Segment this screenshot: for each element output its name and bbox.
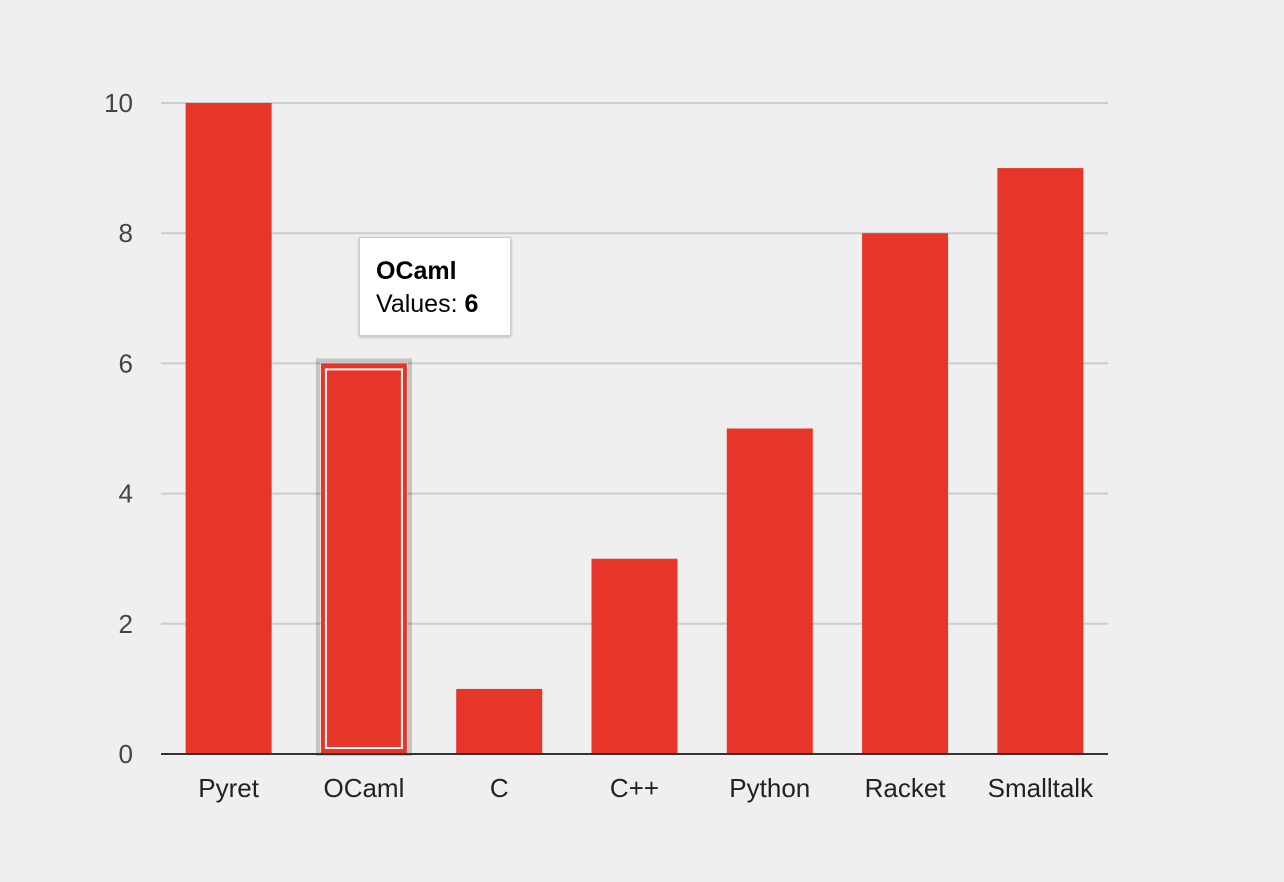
y-tick-label: 4 — [119, 479, 133, 509]
bar[interactable] — [456, 688, 543, 754]
bar[interactable] — [591, 558, 678, 754]
y-axis-tick-labels: 0 2 4 6 8 10 — [104, 88, 133, 769]
tooltip-value-row: Values: 6 — [376, 288, 494, 321]
y-tick-label: 0 — [119, 739, 133, 769]
bar[interactable] — [997, 168, 1084, 755]
x-category-label: Smalltalk — [988, 773, 1094, 803]
x-category-label: OCaml — [323, 773, 404, 803]
x-axis-category-labels: Pyret OCaml C C++ Python Racket Smalltalk — [198, 773, 1094, 803]
tooltip-value: 6 — [464, 290, 479, 318]
tooltip-value-label: Values: — [376, 290, 458, 318]
bar-highlight-inner — [324, 368, 403, 749]
y-tick-label: 2 — [119, 609, 133, 639]
bar[interactable] — [726, 428, 813, 755]
gridlines — [161, 102, 1108, 625]
bars — [185, 103, 1084, 756]
bar[interactable] — [862, 233, 949, 754]
bar[interactable] — [185, 103, 272, 754]
bar[interactable] — [320, 363, 407, 754]
x-category-label: Racket — [865, 773, 947, 803]
y-tick-label: 6 — [119, 348, 133, 378]
x-category-label: C++ — [610, 773, 659, 803]
tooltip-title: OCaml — [376, 257, 457, 285]
x-category-label: Pyret — [198, 773, 259, 803]
y-tick-label: 10 — [104, 88, 133, 118]
y-tick-label: 8 — [119, 218, 133, 248]
x-category-label: C — [490, 773, 509, 803]
x-category-label: Python — [729, 773, 810, 803]
tooltip: OCaml Values: 6 — [359, 237, 511, 336]
